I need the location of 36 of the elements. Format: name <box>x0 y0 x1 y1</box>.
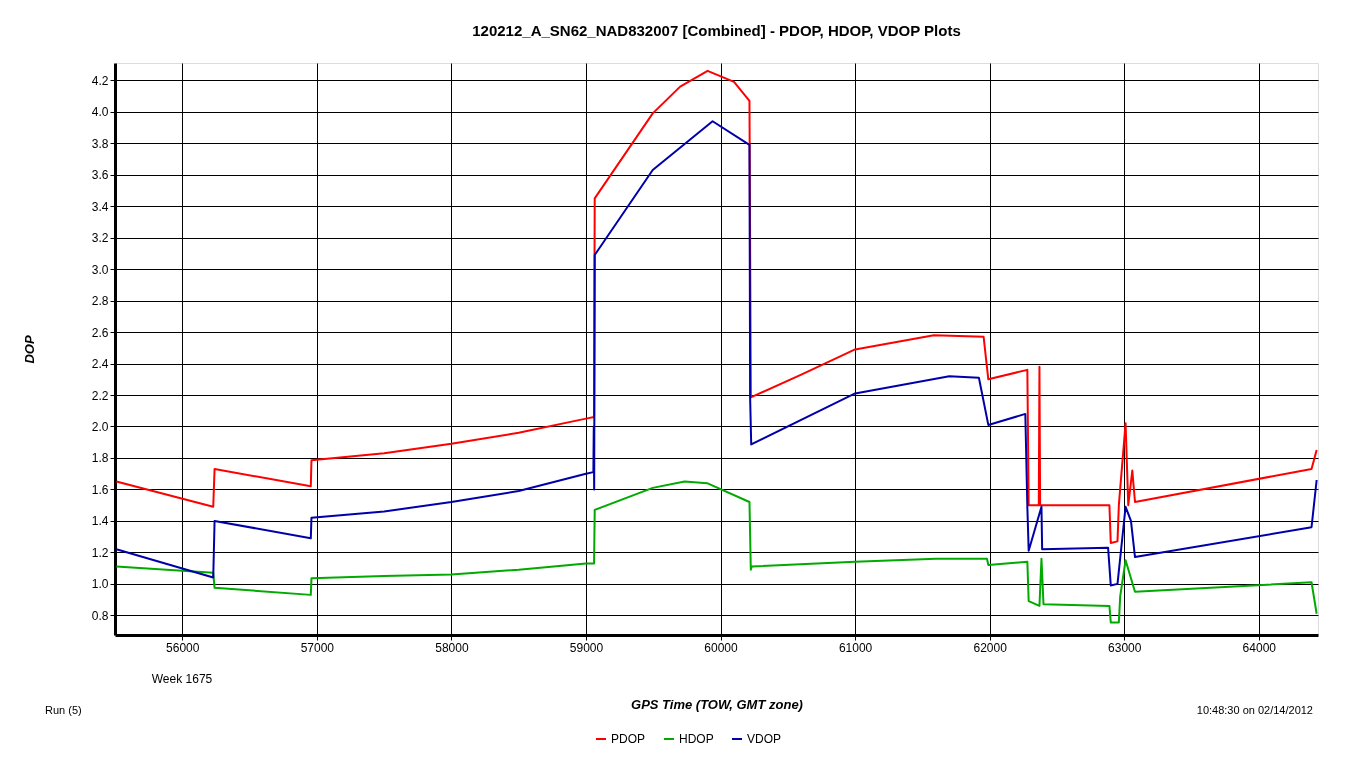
y-tick-label: 3.4 <box>91 199 109 214</box>
x-axis-title: GPS Time (TOW, GMT zone) <box>631 696 803 712</box>
text: Week 1675 <box>151 672 213 686</box>
y-axis-title: DOP <box>21 335 37 364</box>
text: Run (5) <box>45 704 82 716</box>
y-tick-label: 3.0 <box>91 262 109 277</box>
x-tick-label: 57000 <box>300 640 335 655</box>
y-tick-label: 0.8 <box>91 608 109 623</box>
y-tick-label: 3.2 <box>91 231 109 246</box>
y-tick-label: 1.2 <box>91 545 109 560</box>
y-tick-label: 3.8 <box>91 136 109 151</box>
y-tick-label: 1.6 <box>91 482 109 497</box>
x-tick-label: 60000 <box>704 640 739 655</box>
legend-label: PDOP <box>611 732 646 746</box>
y-tick-label: 3.6 <box>91 168 109 183</box>
y-tick-label: 2.0 <box>91 420 109 434</box>
x-tick-label: 58000 <box>435 640 469 655</box>
y-tick-label: 2.8 <box>91 294 109 309</box>
x-tick-label: 59000 <box>569 640 604 655</box>
x-tick-label: 61000 <box>838 640 873 655</box>
y-tick-label: 2.4 <box>91 357 109 372</box>
y-tick-label: 1.8 <box>91 451 109 466</box>
x-tick-label: 63000 <box>1108 640 1142 655</box>
y-tick-label: 1.4 <box>91 514 109 529</box>
chart-title: 120212_A_SN62_NAD832007 [Combined] - PDOP, HDOP, VDOP Plots <box>472 22 961 39</box>
y-tick-label: 4.0 <box>91 105 109 120</box>
x-tick-label: 56000 <box>166 640 200 655</box>
text: 10:48:30 on 02/14/2012 <box>1196 704 1313 716</box>
legend-label: HDOP <box>679 732 714 746</box>
y-tick-label: 1.0 <box>91 577 109 592</box>
x-tick-label: 62000 <box>973 640 1008 655</box>
x-tick-label: 64000 <box>1242 640 1277 655</box>
y-tick-label: 2.6 <box>91 325 109 340</box>
y-tick-label: 4.2 <box>91 73 109 88</box>
legend-label: VDOP <box>747 732 782 746</box>
y-tick-label: 2.2 <box>91 388 109 403</box>
